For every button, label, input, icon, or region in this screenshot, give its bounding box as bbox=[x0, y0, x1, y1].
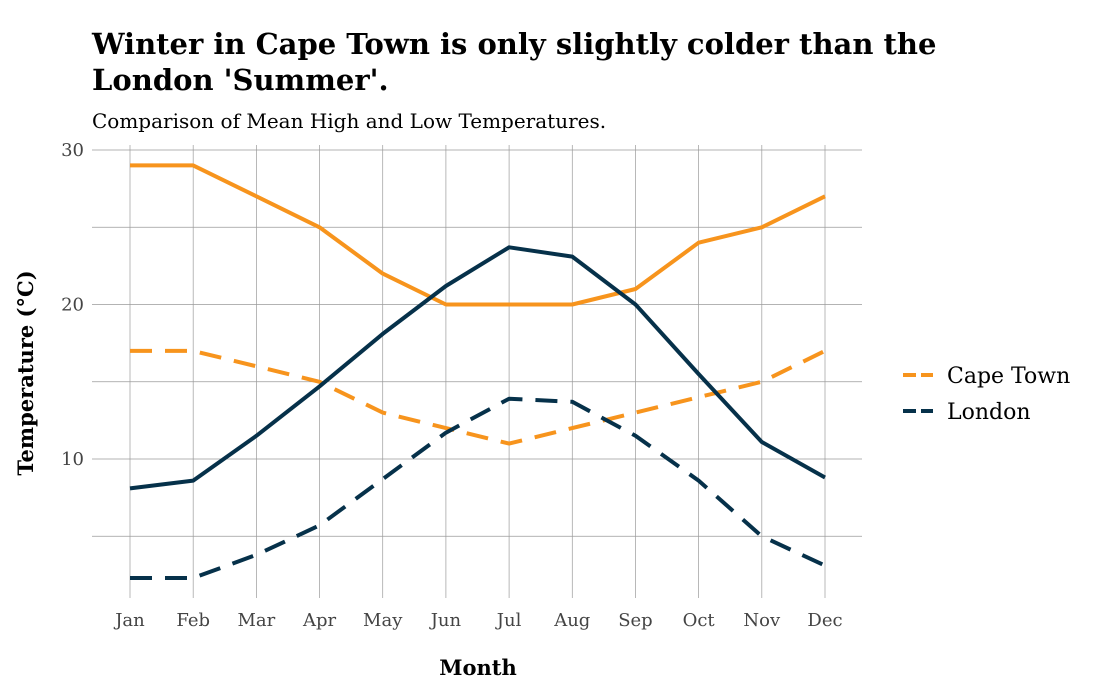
y-tick-label: 30 bbox=[61, 140, 84, 161]
x-tick-label: Jul bbox=[495, 610, 522, 631]
x-tick-label: Nov bbox=[743, 610, 781, 631]
x-tick-label: Feb bbox=[176, 610, 210, 631]
x-tick-label: Sep bbox=[618, 610, 653, 631]
legend-label-london: London bbox=[947, 400, 1031, 425]
chart-title-line-2: London 'Summer'. bbox=[92, 63, 389, 97]
legend: Cape Town London bbox=[903, 364, 1070, 425]
x-tick-label: Mar bbox=[237, 610, 275, 631]
series-line-cape-town-high bbox=[130, 163, 826, 307]
x-tick-label: Dec bbox=[807, 610, 842, 631]
series-line-cape-town-low bbox=[130, 348, 826, 446]
x-tick-label: Jan bbox=[113, 610, 145, 631]
x-tick-label: Apr bbox=[302, 610, 337, 631]
y-axis-title: Temperature (°C) bbox=[13, 270, 38, 475]
x-axis-title: Month bbox=[439, 655, 517, 680]
y-tick-label: 20 bbox=[61, 295, 84, 316]
y-axis-ticks: 10 20 30 bbox=[61, 140, 84, 470]
x-tick-label: Aug bbox=[553, 610, 590, 631]
y-tick-label: 10 bbox=[61, 449, 84, 470]
x-tick-label: Jun bbox=[429, 610, 462, 631]
series-line-london-high bbox=[129, 245, 826, 491]
x-tick-label: Oct bbox=[683, 610, 716, 631]
series-line-london-low bbox=[130, 396, 826, 580]
chart-subtitle: Comparison of Mean High and Low Temperat… bbox=[92, 109, 606, 133]
series-lines bbox=[129, 163, 826, 580]
legend-label-cape-town: Cape Town bbox=[947, 364, 1070, 389]
x-tick-label: May bbox=[363, 610, 403, 631]
grid bbox=[92, 145, 862, 598]
x-axis-ticks: Jan Feb Mar Apr May Jun Jul Aug Sep Oct Nov Dec bbox=[113, 610, 842, 631]
chart-title-line-1: Winter in Cape Town is only slightly col… bbox=[91, 27, 936, 61]
